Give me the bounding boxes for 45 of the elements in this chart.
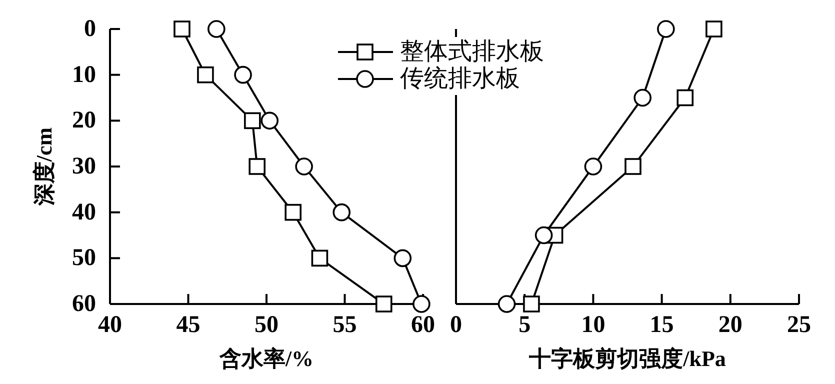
x-tick-label: 10 [581, 312, 606, 338]
y-tick-label: 50 [72, 245, 96, 272]
point [375, 296, 392, 312]
x-tick-label: 5 [518, 312, 531, 338]
point [523, 296, 540, 312]
point [197, 66, 214, 84]
point [284, 204, 302, 221]
y-tick-label: 20 [72, 108, 96, 134]
x-axis-title: 十字板剪切强度/kPa [528, 346, 726, 371]
y-tick-label: 10 [72, 62, 96, 88]
point [624, 158, 642, 175]
y-axis-title: 深度/cm [32, 127, 56, 207]
point [332, 203, 351, 222]
point [498, 295, 516, 313]
x-tick-label: 15 [650, 312, 674, 338]
point [244, 112, 261, 130]
y-tick-label: 0 [84, 16, 96, 42]
point [248, 158, 266, 175]
x-tick-label: 50 [254, 312, 278, 338]
point [534, 226, 553, 244]
point [706, 20, 722, 38]
y-tick-label: 40 [72, 199, 96, 226]
x-tick-label: 55 [332, 312, 357, 338]
point [208, 20, 226, 38]
point [676, 89, 694, 106]
point [234, 66, 252, 84]
x-tick-label: 25 [787, 312, 811, 338]
point [584, 158, 602, 176]
x-tick-label: 45 [176, 312, 200, 338]
x-tick-label: 60 [411, 312, 435, 338]
legend-label: 整体式排水板 [400, 39, 544, 65]
point [260, 112, 279, 130]
x-tick-label: 20 [718, 312, 742, 338]
y-tick-label: 30 [72, 154, 96, 180]
x-tick-label: 40 [98, 312, 122, 338]
point [657, 20, 675, 38]
point [394, 249, 412, 268]
x-axis-title: 含水率/% [218, 346, 314, 371]
point [634, 88, 652, 107]
point [311, 250, 328, 267]
point [295, 158, 313, 176]
legend-label: 传统排水板 [400, 65, 520, 92]
point [174, 20, 190, 38]
x-tick-label: 0 [450, 312, 462, 338]
y-tick-label: 60 [72, 291, 96, 317]
